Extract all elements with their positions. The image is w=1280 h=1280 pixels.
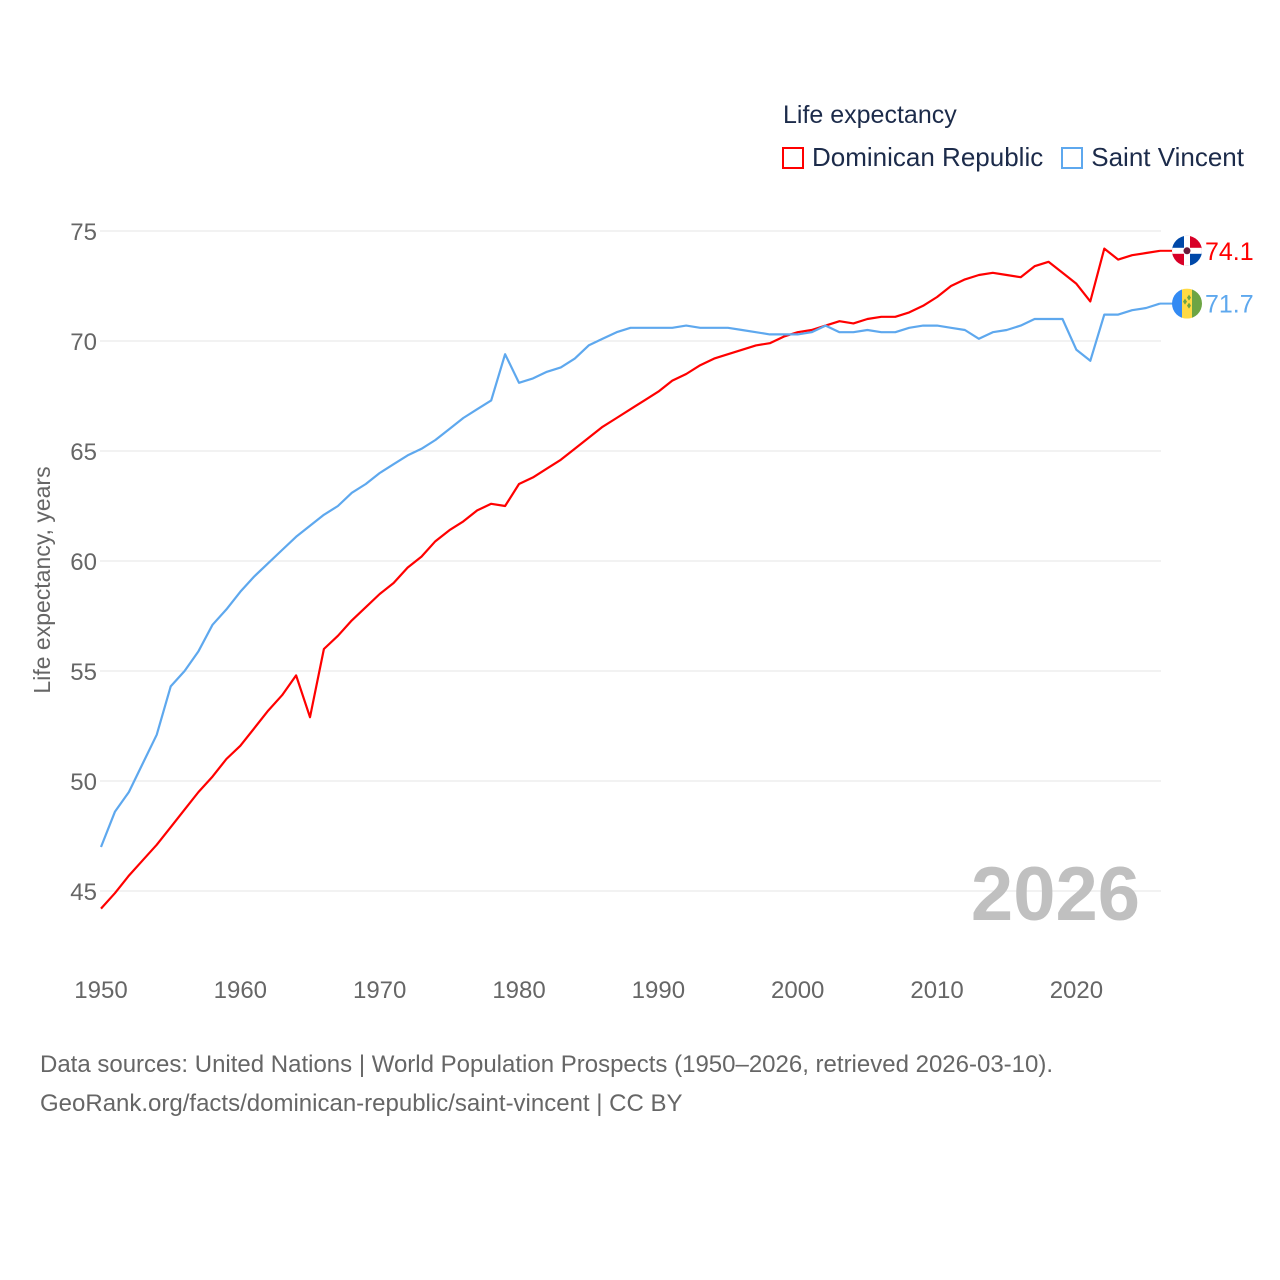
source-link[interactable]: GeoRank.org/facts/dominican-republic/sai… [40,1090,683,1117]
data-sources: Data sources: United Nations | World Pop… [40,1051,1054,1078]
x-tick-label: 2020 [1050,977,1103,1004]
y-tick-label: 60 [70,549,97,576]
end-value-label: 74.1 [1205,238,1254,266]
year-watermark: 2026 [971,852,1140,937]
series-line-dominican-republic [100,247,1161,910]
legend-item-saint-vincent[interactable]: Saint Vincent [1061,142,1244,173]
y-axis-label: Life expectancy, years [29,466,55,693]
legend-title: Life expectancy [783,101,957,129]
x-tick-label: 1990 [632,977,685,1004]
series-line-saint-vincent [99,302,1161,848]
legend-swatch-red [782,146,804,169]
y-tick-label: 75 [70,219,97,246]
footer: Data sources: United Nations | World Pop… [40,1045,1053,1123]
y-tick-label: 55 [70,659,97,686]
x-tick-label: 2000 [771,977,824,1004]
y-tick-label: 50 [70,769,97,796]
x-tick-label: 1950 [74,977,127,1004]
y-tick-label: 65 [70,439,97,466]
x-tick-label: 1960 [214,977,267,1004]
legend-label: Saint Vincent [1091,142,1244,172]
x-tick-label: 1980 [492,977,545,1004]
legend-label: Dominican Republic [812,142,1044,172]
end-value-label: 71.7 [1205,291,1254,319]
y-tick-label: 70 [70,329,97,356]
x-tick-label: 2010 [910,977,963,1004]
legend-swatch-blue [1061,146,1084,169]
dominican-republic-flag-icon [1172,235,1202,266]
saint-vincent-flag-icon [1172,288,1202,319]
y-tick-label: 45 [70,879,97,906]
x-tick-label: 1970 [353,977,406,1004]
legend-item-dominican-republic[interactable]: Dominican Republic [782,142,1043,173]
legend: Dominican Republic Saint Vincent [782,142,1262,173]
